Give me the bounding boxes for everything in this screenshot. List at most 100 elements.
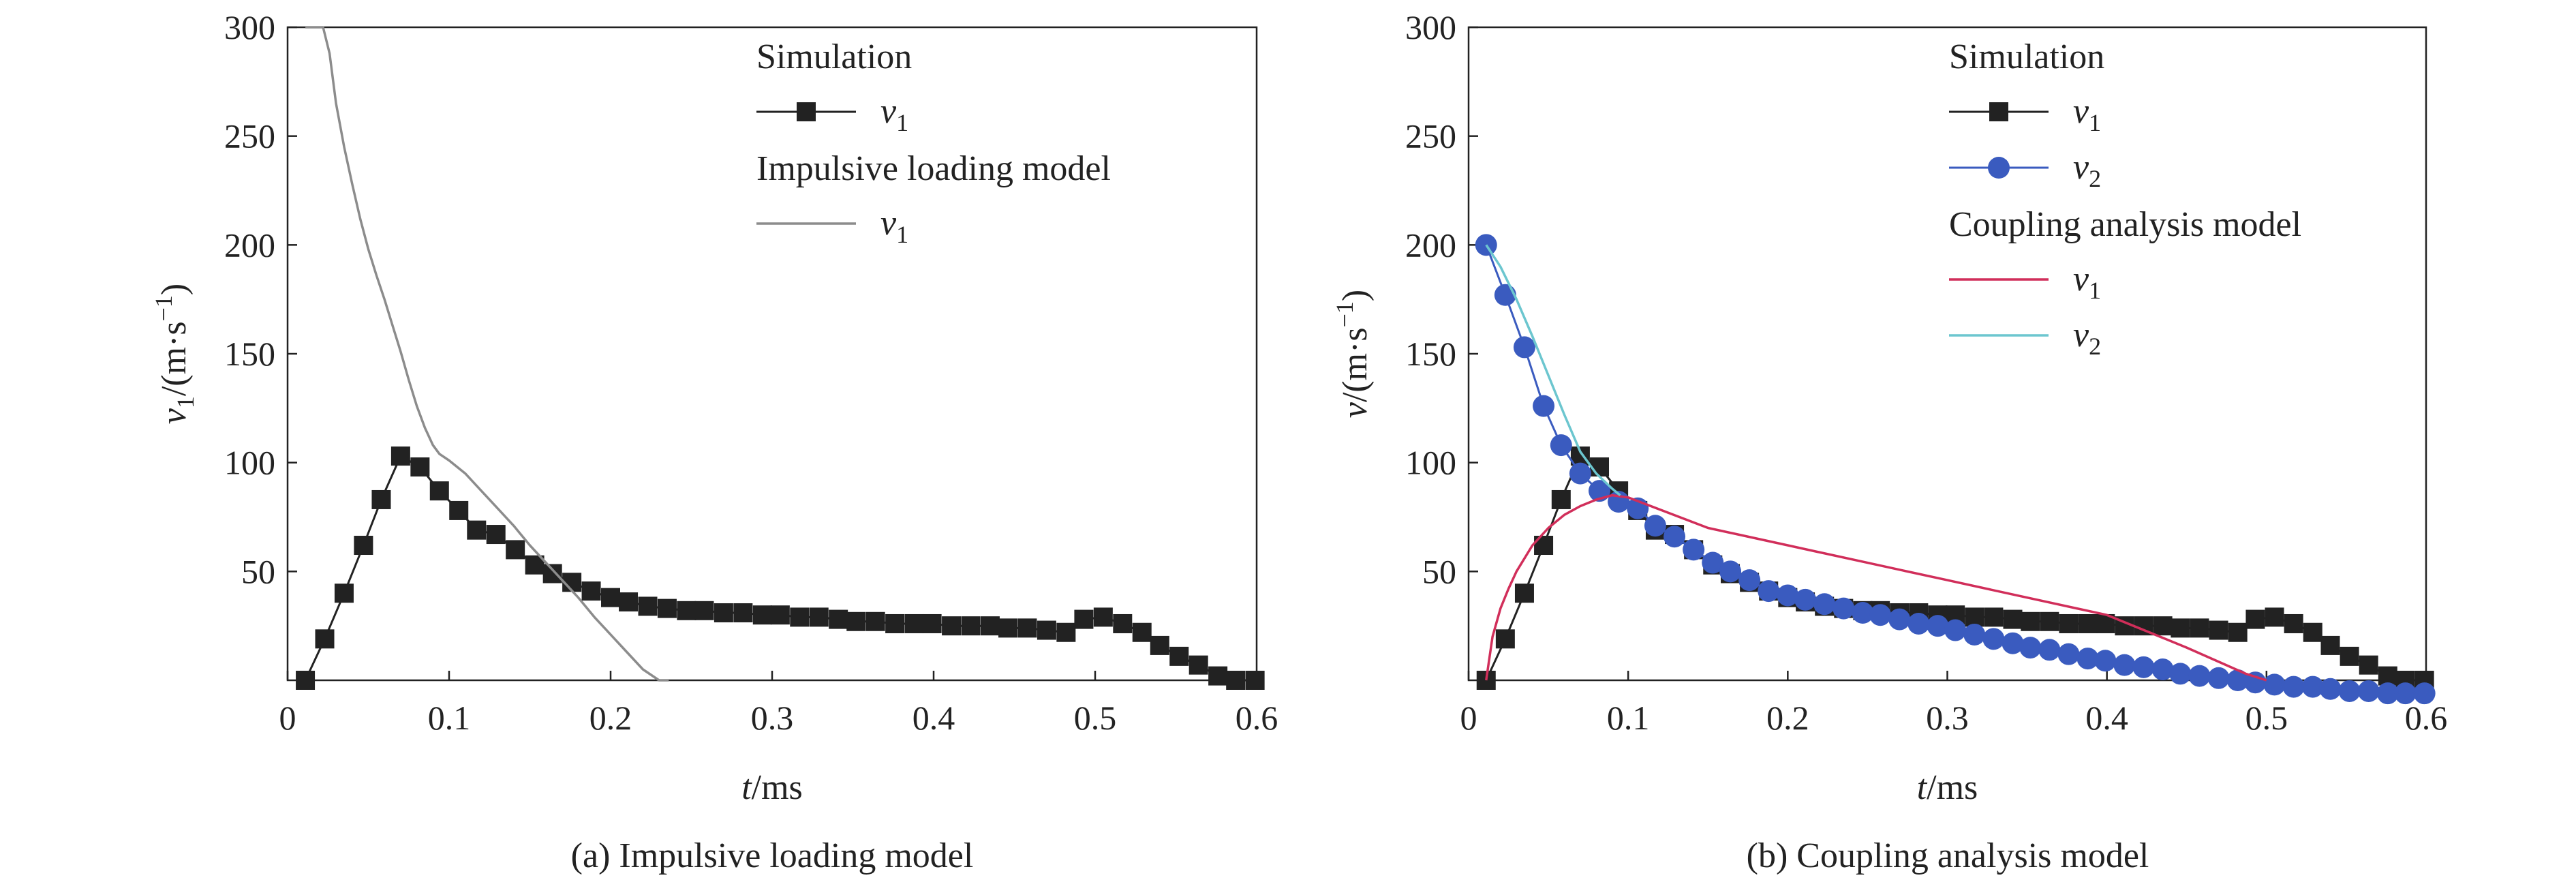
series-1-marker [1738,569,1761,592]
legend-entry-var: v [2073,148,2089,187]
series-0-marker [942,616,962,636]
series-0-marker [638,596,658,616]
legend-entry-sub: 1 [2089,109,2101,136]
y-axis-label-var: v [1336,401,1375,418]
y-axis-label-unit-close: ) [155,284,194,295]
series-0-marker [1551,489,1571,509]
series-1-marker [2132,656,2155,678]
series-1-marker [1794,588,1817,611]
y-tick-label: 200 [224,226,275,264]
series-0-marker [1534,536,1554,556]
panel-coupling-analysis: 0 0.1 0.2 0.3 0.4 0.5 0.6 50 100 150 200 250 300 t/ms… [1331,8,2447,875]
legend-entry-label: v1 [2073,260,2101,304]
series-0-marker [865,611,885,631]
legend-entry-label: v1 [880,92,908,136]
x-tick-label: 0.3 [1926,699,1969,737]
series-0-marker [846,611,866,631]
x-tick-label: 0.5 [2245,699,2288,737]
x-tick-label: 0.3 [751,699,794,737]
series-0-marker [371,489,391,509]
x-axis-label: t/ms [1917,768,1978,807]
series-1-marker [2057,643,2080,665]
y-tick-label: 250 [224,117,275,155]
series-0-marker [2378,666,2397,686]
series-1-marker [1982,628,2005,650]
series-0-marker [1056,622,1076,642]
y-tick-label: 250 [1405,117,1456,155]
series-1-marker [1927,615,1949,637]
series-1-marker [1963,623,1986,646]
x-tick-label: 0.5 [1074,699,1117,737]
series-0-marker [2059,613,2079,633]
series-1-marker [2319,678,2342,700]
series-0-marker [467,520,487,540]
series-1-marker [2263,673,2286,696]
series-0-marker [449,500,469,520]
series-0-marker [733,603,753,623]
x-tick-label: 0.4 [2085,699,2128,737]
y-tick-label: 300 [1405,8,1456,46]
legend-group-title: Simulation [756,37,912,76]
legend-group-title: Impulsive loading model [756,149,1111,188]
series-0-marker [2303,622,2322,642]
series-1-marker [1944,619,1967,641]
y-tick-label: 150 [224,335,275,373]
series-0-marker [334,583,354,603]
series-1-marker [2282,676,2305,698]
series-1-marker [1513,336,1535,359]
legend-entry-var: v [2073,260,2089,299]
series-0-marker [1093,607,1113,627]
series-1-marker [1888,608,1911,631]
series-1-marker [2038,639,2061,661]
series-0-marker [714,603,733,623]
y-axis-label-unit-sup: −1 [1331,301,1358,327]
series-0-marker [1965,607,1984,627]
series-1-marker [2169,663,2192,685]
legend-entry-sub: 2 [2089,165,2101,192]
series-1-marker [1569,462,1591,485]
x-tick-label: 0 [1460,699,1477,737]
series-0-marker [1017,618,1037,638]
legend-entry-sub: 2 [2089,333,2101,360]
plot-frame [1467,26,2427,682]
series-1-marker [2357,680,2380,702]
series-1-marker [1813,593,1836,616]
legend-entry-label: v2 [2073,148,2101,192]
series-1-line [305,26,669,682]
series-1-marker [2113,654,2136,676]
series-0-marker [2320,635,2340,655]
y-tick-label: 100 [1405,444,1456,482]
legend-entry-var: v [880,92,897,131]
x-axis-label: t/ms [741,768,803,807]
series-0-marker [2340,646,2359,666]
legend-entry-var: v [2073,92,2089,131]
series-0-marker [922,613,942,633]
series-3-line [1485,244,1621,496]
series-1-marker [2394,682,2417,705]
series-0-marker [390,446,410,466]
y-tick-label: 300 [224,8,275,46]
series-0-marker [752,605,772,625]
x-tick-label: 0.2 [1766,699,1809,737]
series-0-marker [1150,635,1169,655]
series-1-marker [1719,560,1742,583]
x-axis-label-var: t [1917,768,1928,807]
series-1-marker [2002,632,2024,654]
legend-entry-sub: 1 [896,109,908,136]
series-0-marker [542,564,562,583]
x-tick-label: 0.6 [1236,699,1278,737]
series-0-marker [601,588,620,607]
series-1-marker [1683,538,1705,561]
series-0-marker [770,605,790,625]
series-1-marker [2338,680,2361,702]
y-axis-label-unit-sup: −1 [150,295,177,321]
plot-area [296,26,1265,690]
series-0-marker [2171,618,2190,638]
series-1-marker [2376,682,2399,705]
x-tick-label: 0.1 [1607,699,1650,737]
series-0-marker [2209,620,2228,640]
series-0-marker [2284,613,2303,633]
series-0-marker [410,457,430,477]
